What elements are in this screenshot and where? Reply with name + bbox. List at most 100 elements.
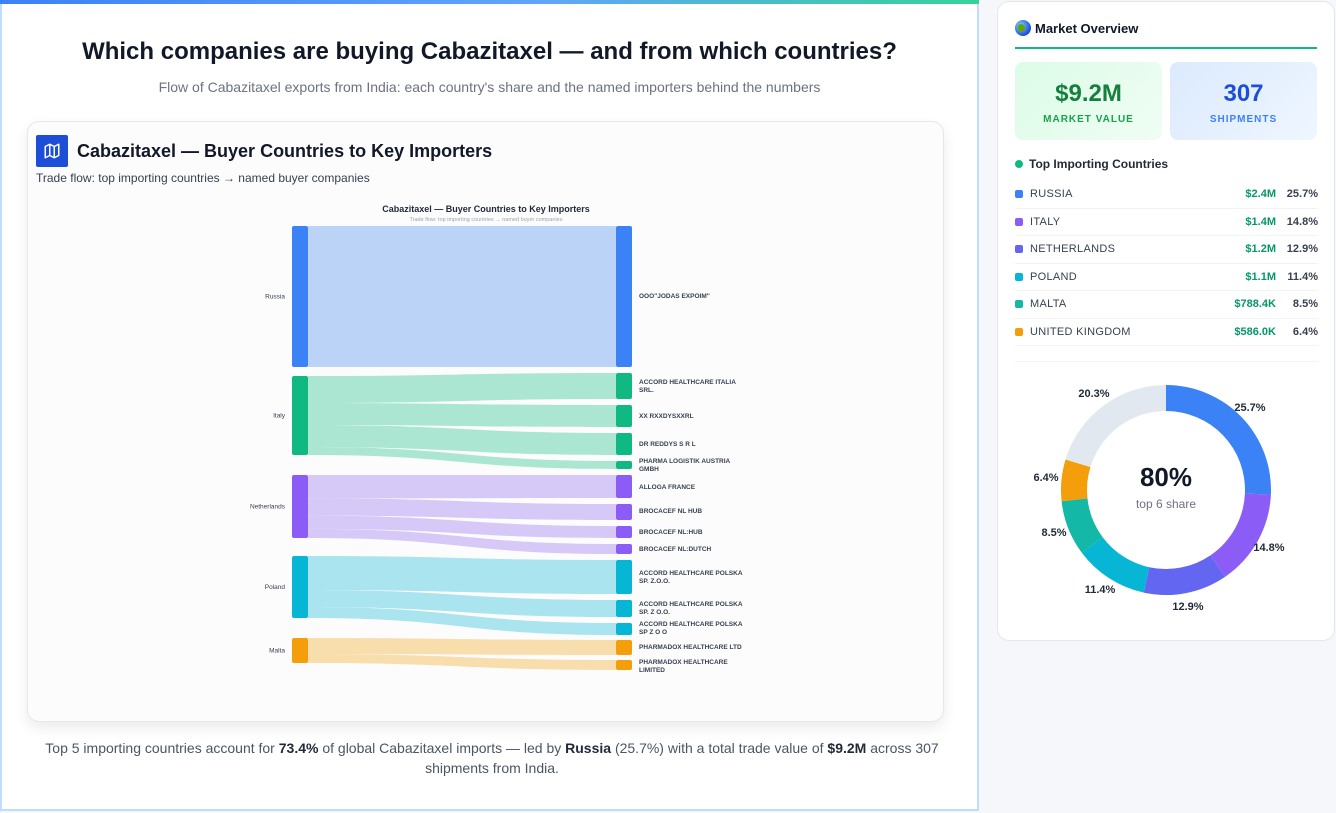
country-share: 6.4%: [1292, 325, 1318, 338]
sankey-link: [308, 226, 616, 367]
card-subtitle: Trade flow: top importing countries → na…: [36, 171, 370, 185]
sankey-link: [308, 654, 616, 670]
donut-label: 14.8%: [1253, 542, 1284, 554]
country-value: $1.2M: [1245, 243, 1276, 256]
country-name: RUSSIA: [1030, 188, 1073, 201]
sankey-source-node: [292, 638, 308, 663]
country-value: $2.4M: [1245, 188, 1276, 201]
share-highlight: 73.4%: [278, 740, 319, 756]
country-name: MALTA: [1030, 298, 1067, 311]
country-row: MALTA $788.4K 8.5%: [1015, 291, 1318, 319]
country-share: 11.4%: [1287, 270, 1318, 283]
sankey-target-node: [616, 226, 632, 367]
sankey-link: [308, 556, 616, 594]
page-title: Which companies are buying Cabazitaxel —…: [82, 38, 897, 65]
value-highlight: $9.2M: [827, 740, 867, 756]
sankey-link: [308, 425, 616, 455]
sankey-link: [308, 607, 616, 635]
donut-label: 20.3%: [1078, 388, 1109, 400]
country-share: 14.8%: [1286, 215, 1318, 228]
sankey-target-node: [616, 526, 632, 538]
country-value: $1.4M: [1245, 215, 1276, 228]
bullet-dot-icon: [1015, 160, 1023, 168]
country-value: $788.4K: [1234, 298, 1276, 311]
sankey-source-label: Malta: [269, 648, 285, 655]
sankey-target-node: [616, 560, 632, 594]
sankey-target-node: [616, 475, 632, 498]
donut-label: 12.9%: [1172, 601, 1203, 613]
sankey-target-label: SP. Z.O.O.: [639, 578, 670, 585]
sankey-target-node: [616, 504, 632, 520]
market-value-label: MARKET VALUE: [1043, 114, 1134, 125]
sankey-link: [308, 515, 616, 538]
top-countries-heading: Top Importing Countries: [1015, 157, 1168, 171]
sankey-card: Cabazitaxel — Buyer Countries to Key Imp…: [27, 121, 944, 722]
country-name: UNITED KINGDOM: [1030, 325, 1131, 338]
country-row: NETHERLANDS $1.2M 12.9%: [1015, 236, 1318, 264]
donut-label: 11.4%: [1085, 584, 1116, 596]
sankey-target-label: LIMITED: [639, 667, 665, 674]
sankey-source-label: Italy: [273, 413, 286, 420]
sankey-target-label: PHARMA LOGISTIK AUSTRIA: [639, 458, 731, 465]
sankey-target-label: GMBH: [639, 466, 659, 473]
sankey-target-label: ACCORD HEALTHCARE POLSKA: [639, 621, 743, 628]
sankey-target-label: ACCORD HEALTHCARE POLSKA: [639, 601, 743, 608]
country-value: $586.0K: [1234, 325, 1276, 338]
shipments-label: SHIPMENTS: [1209, 114, 1278, 125]
sankey-link: [308, 373, 616, 403]
sankey-source-node: [292, 226, 308, 367]
donut-center-label: top 6 share: [1136, 497, 1196, 511]
sankey-target-label: SRL.: [639, 387, 654, 394]
summary-note: Top 5 importing countries account for 73…: [45, 740, 939, 776]
sankey-source-node: [292, 376, 308, 455]
sankey-source-label: Russia: [265, 294, 285, 301]
donut-segment: [1210, 493, 1271, 577]
color-swatch-icon: [1015, 217, 1023, 226]
donut-label: 8.5%: [1041, 527, 1066, 539]
sankey-link: [308, 498, 616, 520]
accent-bar: [0, 0, 979, 4]
donut-segment: [1065, 385, 1166, 468]
donut-segment: [1061, 459, 1091, 502]
sankey-link: [308, 403, 616, 427]
country-row: RUSSIA $2.4M 25.7%: [1015, 181, 1318, 209]
country-share: 12.9%: [1286, 243, 1318, 256]
sankey-link: [308, 590, 616, 617]
divider: [1015, 361, 1318, 362]
color-swatch-icon: [1015, 190, 1023, 199]
color-swatch-icon: [1015, 327, 1023, 336]
donut-label: 6.4%: [1033, 472, 1058, 484]
donut-segment: [1166, 385, 1271, 495]
sankey-target-label: OOO"JODAS EXPOIM": [639, 293, 710, 300]
kpi-market-value: $9.2M MARKET VALUE: [1015, 62, 1162, 140]
sankey-target-node: [616, 600, 632, 617]
donut-segment: [1143, 555, 1226, 595]
sankey-target-node: [616, 544, 632, 554]
sankey-target-node: [616, 623, 632, 635]
kpi-shipments: 307 SHIPMENTS: [1170, 62, 1317, 140]
sankey-link: [308, 447, 616, 469]
sankey-target-label: ACCORD HEALTHCARE POLSKA: [639, 570, 743, 577]
sankey-source-node: [292, 556, 308, 618]
country-row: POLAND $1.1M 11.4%: [1015, 264, 1318, 291]
color-swatch-icon: [1015, 272, 1023, 281]
sankey-subtitle: Trade flow: top importing countries → na…: [410, 217, 563, 223]
country-name: NETHERLANDS: [1030, 243, 1116, 256]
sankey-target-label: PHARMADOX HEALTHCARE LTD: [639, 644, 742, 651]
sankey-link: [308, 475, 616, 499]
globe-icon: [1015, 20, 1031, 36]
sankey-source-label: Netherlands: [250, 504, 286, 511]
country-name: ITALY: [1030, 215, 1061, 228]
country-row: UNITED KINGDOM $586.0K 6.4%: [1015, 319, 1318, 346]
market-overview-title: Market Overview: [1015, 20, 1138, 36]
country-value: $1.1M: [1245, 270, 1276, 283]
leader-highlight: Russia: [565, 740, 612, 756]
donut-segment: [1081, 537, 1150, 593]
color-swatch-icon: [1015, 300, 1023, 309]
sankey-target-node: [616, 373, 632, 399]
sankey-target-node: [616, 405, 632, 427]
card-header: Cabazitaxel — Buyer Countries to Key Imp…: [36, 135, 492, 167]
sankey-target-label: SP Z O O: [639, 629, 667, 636]
country-list: RUSSIA $2.4M 25.7% ITALY $1.4M 14.8% NETHERLAN…: [1015, 181, 1318, 346]
sankey-target-node: [616, 640, 632, 655]
